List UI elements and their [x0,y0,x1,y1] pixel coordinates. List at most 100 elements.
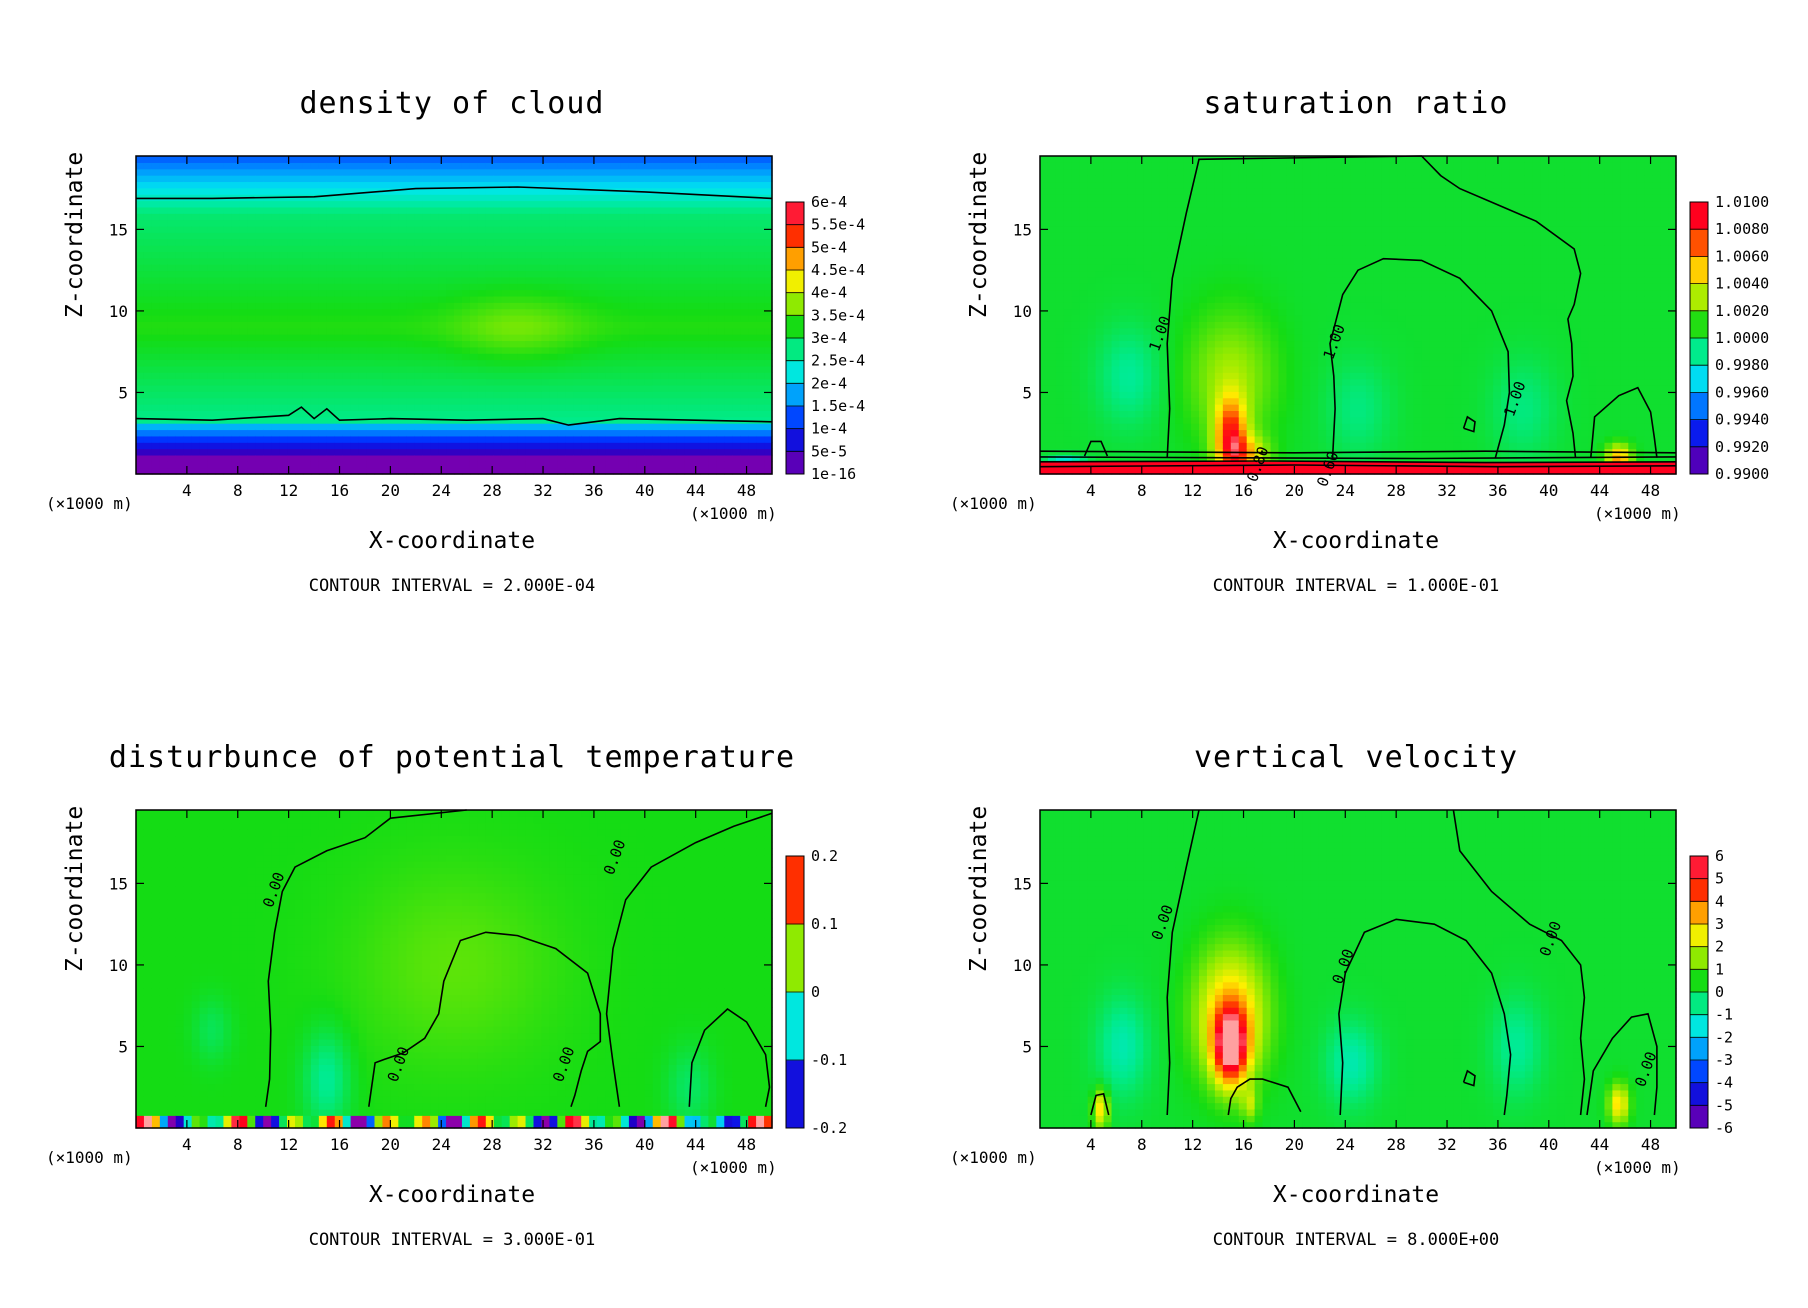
heatmap-cell [271,404,280,411]
heatmap-cell [1135,219,1144,227]
heatmap-cell [143,156,153,163]
heatmap-cell [191,327,201,335]
heatmap-cell [748,340,757,348]
heatmap-cell [573,219,582,227]
heatmap-cell [485,461,495,469]
heatmap-cell [342,187,352,195]
heatmap-cell [525,410,535,418]
heatmap-cell [430,194,439,202]
heatmap-cell [700,206,709,214]
heatmap-cell [692,391,702,399]
heatmap-cell [271,225,280,233]
heatmap-cell [716,175,725,183]
heatmap-cell [398,225,407,233]
heatmap-cell [1135,270,1144,278]
x-tick-label: 20 [381,481,400,500]
heatmap-cell [167,467,177,475]
heatmap-cell [716,264,725,272]
heatmap-cell [1167,397,1176,405]
heatmap-cell [1135,410,1144,418]
heatmap-cell [263,423,272,431]
heatmap-cell [295,467,304,475]
heatmap-cell [1040,346,1049,354]
heatmap-cell [167,156,177,163]
heatmap-cell [708,353,717,361]
heatmap-cell [469,295,479,303]
heatmap-cell [279,321,288,329]
heatmap-cell [191,200,201,208]
heatmap-cell [1111,435,1121,443]
heatmap-cell [167,429,177,437]
heatmap-cell [151,181,161,189]
heatmap-cell [549,327,558,335]
heatmap-cell [501,378,511,386]
heatmap-cell [318,156,328,163]
heatmap-cell [414,270,423,278]
heatmap-cell [1040,257,1049,265]
heatmap-cell [764,448,773,456]
heatmap-cell [255,391,264,399]
heatmap-cell [422,397,431,405]
heatmap-cell [541,327,550,335]
heatmap-cell [716,251,725,259]
heatmap-cell [732,429,741,437]
heatmap-cell [263,397,272,405]
heatmap-cell [573,289,582,297]
heatmap-cell [620,289,630,297]
heatmap-cell [477,245,487,252]
heatmap-cell [652,283,662,291]
heatmap-cell [247,289,256,297]
heatmap-cell [605,200,614,208]
heatmap-cell [1111,391,1121,399]
heatmap-cell [295,295,304,303]
heatmap-cell [1159,378,1168,386]
heatmap-cell [318,270,328,278]
heatmap-cell [549,372,558,380]
heatmap-cell [732,461,741,469]
heatmap-cell [628,232,638,240]
heatmap-cell [430,276,439,284]
heatmap-cell [668,378,678,386]
heatmap-cell [509,429,519,437]
heatmap-cell [477,232,487,240]
heatmap-cell [605,181,614,189]
heatmap-cell [350,327,360,335]
heatmap-cell [700,156,709,163]
heatmap-cell [1159,308,1168,316]
heatmap-cell [1175,404,1184,411]
heatmap-cell [398,238,407,246]
heatmap-cell [143,168,153,176]
heatmap-cell [620,384,630,392]
heatmap-cell [1135,353,1144,361]
heatmap-cell [342,372,352,380]
heatmap-cell [350,213,360,221]
heatmap-cell [1040,448,1049,456]
heatmap-cell [438,448,447,456]
heatmap-cell [732,334,741,342]
heatmap-cell [1047,353,1057,361]
heatmap-cell [668,194,678,202]
heatmap-cell [1063,264,1073,272]
heatmap-cell [326,175,336,183]
heatmap-cell [1087,245,1097,252]
heatmap-cell [255,206,264,214]
heatmap-cell [287,302,296,310]
heatmap-cell [469,353,479,361]
heatmap-cell [247,232,256,240]
heatmap-cell [295,321,304,329]
heatmap-cell [430,232,439,240]
heatmap-cell [398,435,407,443]
heatmap-cell [525,346,535,354]
heatmap-cell [223,346,232,354]
heatmap-cell [414,448,423,456]
heatmap-cell [231,225,240,233]
heatmap-cell [310,200,320,208]
heatmap-cell [406,200,415,208]
heatmap-cell [318,187,328,195]
heatmap-cell [136,168,145,176]
heatmap-cell [302,283,312,291]
heatmap-cell [764,410,773,418]
heatmap-cell [477,435,487,443]
heatmap-cell [644,206,654,214]
heatmap-cell [589,238,598,246]
